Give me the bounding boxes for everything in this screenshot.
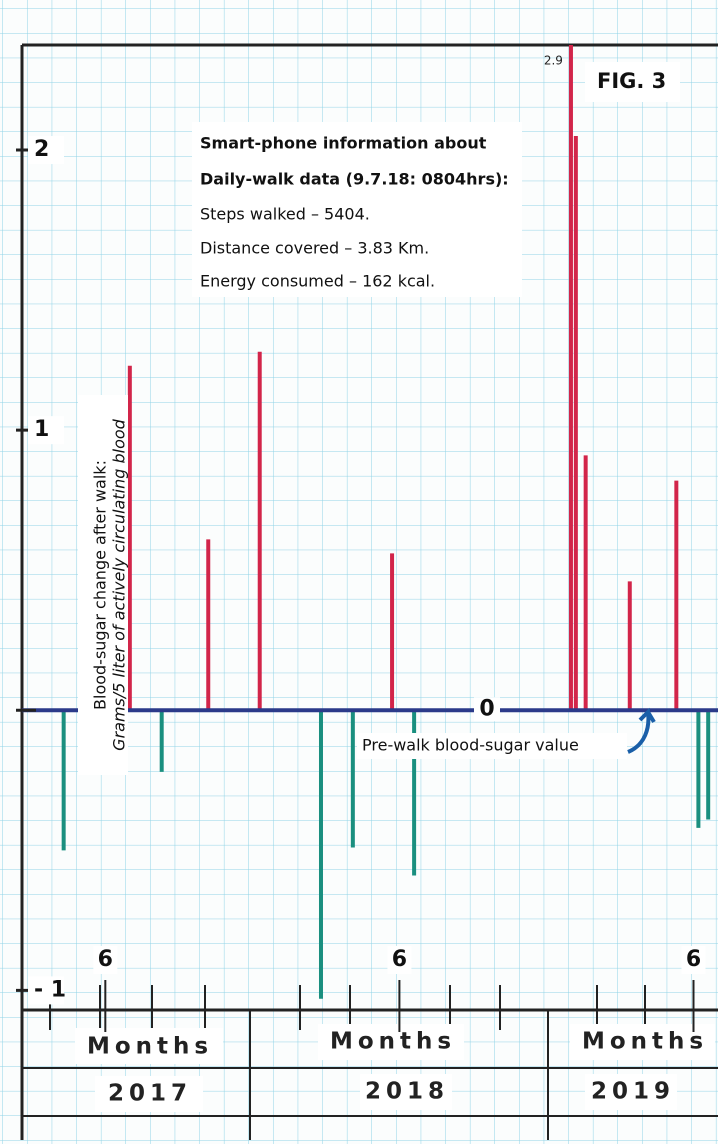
value-label: 2.9 (544, 54, 563, 68)
y-tick-label: 1 (34, 417, 49, 442)
chart: FIG. 3 Smart-phone information about Dai… (0, 0, 718, 1144)
annotation-line: Daily-walk data (9.7.18: 0804hrs): (200, 170, 509, 189)
y-axis-label: Grams/5 liter of actively circulating bl… (110, 418, 129, 750)
annotation-line: Smart-phone information about (200, 134, 487, 153)
y-tick-label: - 1 (34, 977, 66, 1002)
annotation-line: Distance covered – 3.83 Km. (200, 239, 429, 258)
annotation-line: Energy consumed – 162 kcal. (200, 272, 435, 291)
annotation-line: Steps walked – 5404. (200, 205, 370, 224)
year-label: 2019 (591, 1079, 675, 1105)
x-tick-label: 6 (392, 947, 407, 972)
x-tick-label: 6 (98, 947, 113, 972)
y-tick-label: 0 (479, 696, 494, 721)
x-tick-label: 6 (686, 947, 701, 972)
period-label: Months (582, 1029, 708, 1055)
figure-title: FIG. 3 (597, 69, 666, 93)
y-axis-label: Blood-sugar change after walk: (91, 460, 110, 710)
baseline-label: Pre-walk blood-sugar value (362, 736, 579, 755)
period-label: Months (87, 1034, 213, 1060)
year-label: 2018 (365, 1079, 449, 1105)
y-tick-label: 2 (34, 137, 49, 162)
period-label: Months (330, 1029, 456, 1055)
year-label: 2017 (108, 1081, 192, 1107)
